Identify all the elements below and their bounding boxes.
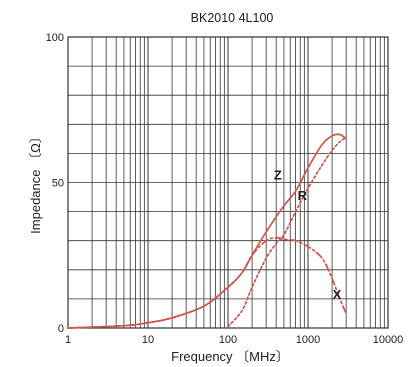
x-tick-label: 100 [219,334,237,346]
series-label-z: Z [274,168,282,183]
series-line-r [227,136,348,328]
x-tick-label: 10 [142,334,154,346]
y-tick-label: 100 [46,32,64,44]
y-axis-label: Impedance 〔Ω〕 [28,130,43,234]
series-label-x: X [333,287,342,302]
plot-frame [67,36,389,329]
series-label-r: R [298,188,308,203]
plot-grid [67,36,389,329]
x-tick-label: 1 [65,334,71,346]
y-tick-label: 0 [58,323,64,335]
chart-title: BK2010 4L100 [191,11,274,25]
series-line-x [67,236,348,329]
x-tick-label: 1000 [296,334,320,346]
series-layer: Z R X [67,133,348,329]
x-tick-label: 10000 [373,334,404,346]
tick-labels: 1 10 100 1000 10000 0 50 100 [46,32,404,346]
x-axis-label: Frequency 〔MHz〕 [171,349,289,364]
y-tick-label: 50 [52,178,64,190]
